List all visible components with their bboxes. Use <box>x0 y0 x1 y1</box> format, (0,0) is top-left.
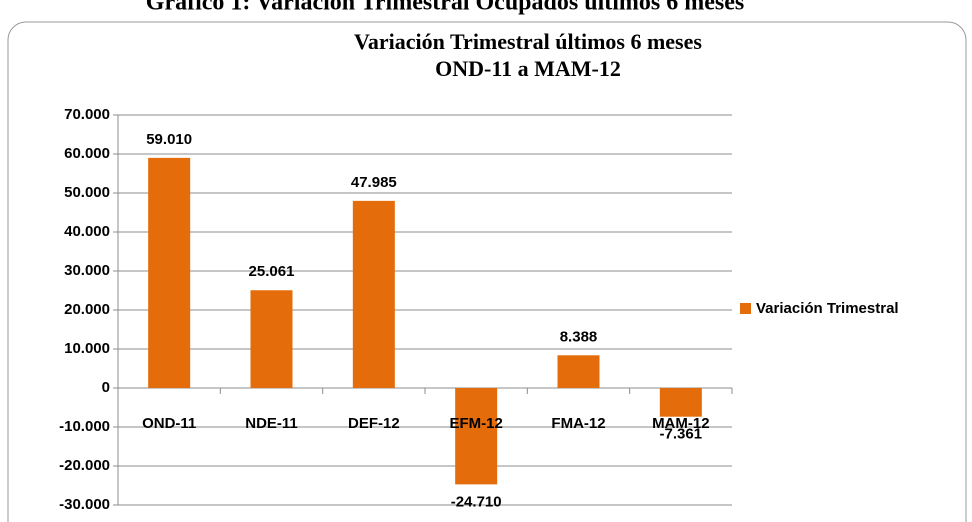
data-label: 59.010 <box>146 131 192 148</box>
x-tick-label: MAM-12 <box>652 415 710 432</box>
x-tick-label: DEF-12 <box>348 415 400 432</box>
bar <box>659 388 702 417</box>
y-tick-label: 30.000 <box>64 262 110 279</box>
y-tick-label: 0 <box>102 379 110 396</box>
y-tick-label: -30.000 <box>59 496 110 513</box>
y-tick-label: 40.000 <box>64 223 110 240</box>
chart-frame <box>7 21 967 522</box>
x-tick-label: EFM-12 <box>449 415 502 432</box>
bar <box>148 157 191 388</box>
y-tick-label: 70.000 <box>64 106 110 123</box>
legend-label: Variación Trimestral <box>756 300 899 317</box>
chart-title: OND-11 a MAM-12 <box>435 56 621 81</box>
x-tick-label: NDE-11 <box>245 415 298 432</box>
chart-title: Variación Trimestral últimos 6 meses <box>354 29 702 54</box>
page-heading: Gráfico 1: Variación Trimestral Ocupados… <box>146 0 744 16</box>
data-label: 8.388 <box>560 328 598 345</box>
legend-swatch <box>740 303 751 314</box>
data-label: -24.710 <box>451 493 502 510</box>
bar <box>557 355 600 388</box>
y-tick-label: 10.000 <box>64 340 110 357</box>
y-tick-label: 50.000 <box>64 184 110 201</box>
bar <box>455 388 498 485</box>
y-tick-label: 20.000 <box>64 301 110 318</box>
y-tick-label: -10.000 <box>59 418 110 435</box>
x-tick-label: FMA-12 <box>551 415 605 432</box>
y-tick-label: -20.000 <box>59 457 110 474</box>
y-tick-label: 60.000 <box>64 145 110 162</box>
data-label: -7.361 <box>660 426 703 443</box>
bar <box>352 200 395 388</box>
x-tick-label: OND-11 <box>142 415 196 432</box>
bar <box>250 290 293 388</box>
data-label: 47.985 <box>351 174 397 191</box>
data-label: 25.061 <box>249 263 295 280</box>
